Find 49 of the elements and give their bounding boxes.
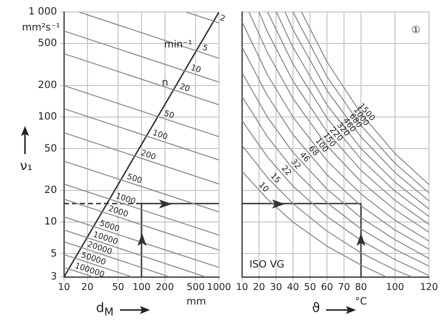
x-axis-title: d$_{M}$ [96,301,114,319]
y-tick-label: 3 [50,272,57,283]
text: 1000 [114,191,137,206]
text: 15 [268,171,282,185]
text: 2 [218,13,226,24]
x-tick-label: 50 [304,282,316,294]
x-tick-label: 20 [81,282,94,294]
x-tick-label: 30 [270,282,282,294]
y-tick-label: 500 [38,38,57,50]
x-tick-label: 60 [320,282,334,294]
y-tick-label: 200 [38,80,57,92]
annotation: ISO VG [249,260,284,271]
y-tick-label: 50 [44,143,57,154]
text: 100 [152,128,169,142]
x-tick-label: 100 [132,282,151,294]
y-tick-label: 100 [38,112,57,123]
text: 20 [178,82,192,94]
text: 500 [126,172,144,186]
x-tick-label: 500 [186,282,205,294]
y-tick-label: 10 [44,216,57,228]
x-tick-label: 100 [386,282,404,294]
x-tick-label: 80 [354,282,368,294]
text: 2000 [107,204,130,219]
annotation: n [162,78,168,89]
x-tick-label: 40 [286,282,300,294]
text: 10 [256,180,270,194]
text: mm [186,296,206,308]
y-axis-title: ν₁ [20,159,32,174]
x-axis-title: ϑ [312,301,320,316]
x-tick-label: 10 [236,282,248,294]
text: mm²s⁻¹ [22,22,60,34]
text: 50 [162,108,176,120]
text: 10 [190,62,202,75]
x-tick-label: 10 [58,282,70,294]
y-tick-label: 5 [50,248,57,260]
text: 200 [140,148,158,162]
x-tick-label: 120 [420,282,438,294]
x-tick-label: 200 [156,282,174,294]
y-tick-label: 20 [44,185,57,196]
text: °C [355,296,368,308]
annotation: ① [411,25,420,36]
y-tick-label: 1 000 [28,6,57,18]
x-tick-label: 20 [252,282,266,294]
text: 5 [201,42,210,54]
x-tick-label: 50 [112,282,124,294]
annotation: min⁻¹ [164,40,192,51]
x-tick-label: 70 [338,282,350,294]
text: 5000 [98,218,121,234]
x-tick-label: 1000 [206,282,232,294]
